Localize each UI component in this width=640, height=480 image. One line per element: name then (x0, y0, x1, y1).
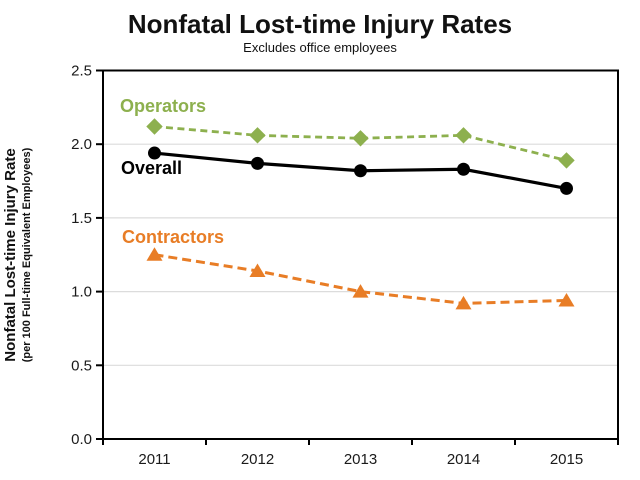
x-tick-label: 2012 (241, 451, 274, 468)
circle-marker-overall (148, 146, 161, 160)
chart-subtitle: Excludes office employees (243, 40, 397, 55)
triangle-marker-contractors (352, 284, 369, 298)
chart-title: Nonfatal Lost-time Injury Rates (127, 9, 513, 39)
y-tick-label: 1.5 (71, 210, 92, 227)
x-tick-label: 2011 (138, 451, 170, 468)
diamond-marker-operators (455, 127, 472, 144)
triangle-marker-contractors (146, 247, 163, 261)
series-label-contractors: Contractors (122, 227, 225, 247)
circle-marker-overall (354, 164, 367, 178)
circle-marker-overall (251, 156, 264, 170)
triangle-marker-contractors (455, 295, 472, 310)
x-tick-label: 2014 (447, 451, 480, 468)
y-tick-label: 0.0 (71, 431, 92, 448)
y-tick-label: 0.5 (71, 357, 92, 374)
diamond-marker-operators (146, 118, 163, 135)
y-tick-label: 1.0 (71, 284, 92, 301)
circle-marker-overall (457, 162, 470, 176)
y-tick-label: 2.0 (71, 136, 92, 153)
x-tick-label: 2013 (344, 451, 377, 468)
y-tick-label: 2.5 (71, 63, 92, 80)
circle-marker-overall (560, 181, 573, 195)
diamond-marker-operators (558, 152, 575, 169)
series-label-operators: Operators (120, 96, 207, 116)
triangle-marker-contractors (249, 263, 266, 277)
diamond-marker-operators (249, 127, 266, 144)
triangle-marker-contractors (558, 292, 575, 307)
diamond-marker-operators (352, 130, 369, 147)
series-label-overall: Overall (121, 158, 183, 178)
x-tick-label: 2015 (550, 451, 583, 468)
